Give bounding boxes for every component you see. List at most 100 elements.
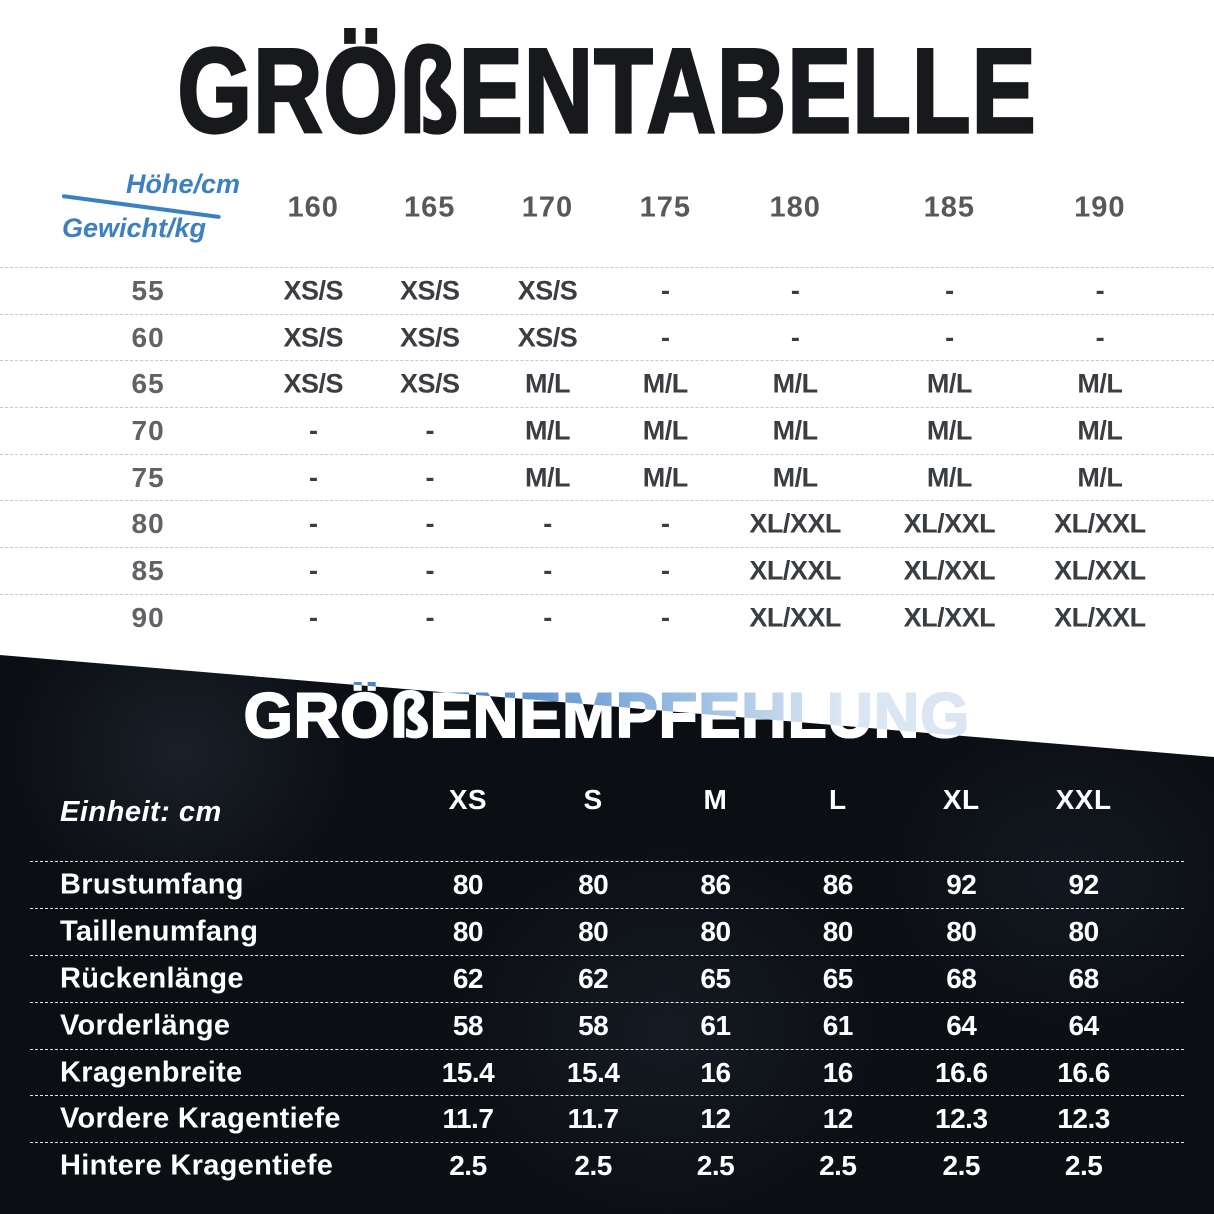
size-column-header: S bbox=[583, 784, 603, 815]
size-cell: XL/XXL bbox=[1054, 555, 1146, 586]
measurement-cell: 80 bbox=[452, 868, 484, 900]
measurement-cell: 16.6 bbox=[1057, 1056, 1110, 1088]
size-cell: M/L bbox=[642, 462, 689, 493]
size-cell: XL/XXL bbox=[749, 508, 841, 539]
size-cell: XL/XXL bbox=[749, 555, 841, 586]
measurement-cell: 64 bbox=[946, 1009, 977, 1041]
size-cell: XS/S bbox=[399, 275, 460, 306]
size-cell: - bbox=[425, 415, 435, 446]
measurement-cell: 86 bbox=[700, 868, 731, 900]
size-cell: M/L bbox=[525, 462, 571, 493]
size-cell: - bbox=[308, 462, 318, 493]
size-cell: XS/S bbox=[399, 368, 460, 399]
table-row: Vordere Kragentiefe 11.7 11.7 12 12 12.3 12.3 bbox=[30, 1095, 1184, 1142]
measurement-cell: 68 bbox=[1068, 962, 1100, 994]
weight-row-label: 60 bbox=[131, 321, 165, 353]
measurement-cell: 16 bbox=[700, 1056, 731, 1088]
measurement-cell: 2.5 bbox=[819, 1150, 857, 1182]
measurement-cell: 80 bbox=[700, 915, 731, 947]
table-row: 85 - - - - XL/XXL XL/XXL XL/XXL bbox=[0, 547, 1214, 594]
table-row: Kragenbreite 15.4 15.4 16 16 16.6 16.6 bbox=[30, 1048, 1184, 1096]
unit-label: Einheit: cm bbox=[60, 796, 222, 828]
measurements-header: Einheit: cm XS S M L XL XXL bbox=[30, 770, 1184, 861]
size-cell: XL/XXL bbox=[749, 602, 841, 633]
measurement-row-label: Brustumfang bbox=[60, 868, 244, 901]
size-cell: M/L bbox=[1077, 462, 1123, 493]
measurement-cell: 16 bbox=[822, 1056, 854, 1088]
size-cell: M/L bbox=[772, 415, 819, 446]
measurement-cell: 2.5 bbox=[942, 1150, 981, 1182]
measurement-cell: 80 bbox=[578, 868, 609, 900]
size-cell: - bbox=[661, 322, 670, 353]
size-cell: XL/XXL bbox=[903, 555, 996, 586]
measurement-cell: 62 bbox=[578, 962, 609, 994]
size-cell: XS/S bbox=[517, 275, 578, 306]
size-cell: M/L bbox=[926, 462, 973, 493]
weight-row-label: 90 bbox=[131, 601, 165, 633]
size-cell: - bbox=[543, 602, 552, 633]
table-row: 80 - - - - XL/XXL XL/XXL XL/XXL bbox=[0, 500, 1214, 547]
height-column-header: 175 bbox=[639, 191, 691, 223]
measurement-cell: 80 bbox=[946, 915, 977, 947]
axis-label-height: Höhe/cm bbox=[125, 169, 240, 199]
size-cell: M/L bbox=[525, 368, 571, 399]
size-column-header: XL bbox=[942, 784, 980, 815]
measurement-cell: 80 bbox=[1068, 915, 1100, 947]
size-cell: - bbox=[308, 415, 318, 446]
measurement-cell: 11.7 bbox=[567, 1103, 619, 1135]
table-row: 65 XS/S XS/S M/L M/L M/L M/L M/L bbox=[0, 360, 1214, 407]
size-cell: - bbox=[543, 508, 552, 539]
table-row: Rückenlänge 62 62 65 65 68 68 bbox=[30, 954, 1184, 1002]
measurement-cell: 80 bbox=[578, 915, 609, 947]
size-cell: - bbox=[661, 508, 670, 539]
size-cell: - bbox=[790, 275, 800, 306]
axis-label-weight: Gewicht/kg bbox=[62, 213, 207, 243]
size-cell: M/L bbox=[772, 462, 819, 493]
height-column-header: 160 bbox=[287, 191, 339, 223]
measurement-cell: 86 bbox=[822, 868, 854, 900]
size-cell: - bbox=[425, 602, 435, 633]
height-column-header: 190 bbox=[1074, 191, 1126, 223]
size-column-header: XS bbox=[448, 784, 488, 815]
measurement-cell: 80 bbox=[822, 915, 854, 947]
measurement-cell: 12 bbox=[700, 1103, 731, 1135]
size-cell: - bbox=[308, 602, 318, 633]
size-cell: XS/S bbox=[399, 322, 460, 353]
size-cell: M/L bbox=[525, 415, 571, 446]
table-row: Taillenumfang 80 80 80 80 80 80 bbox=[30, 907, 1184, 955]
measurement-cell: 68 bbox=[946, 962, 977, 994]
height-column-header: 180 bbox=[769, 191, 821, 223]
measurement-cell: 58 bbox=[452, 1009, 484, 1041]
measurement-cell: 11.7 bbox=[442, 1103, 494, 1135]
weight-row-label: 75 bbox=[131, 461, 165, 493]
size-cell: M/L bbox=[642, 415, 689, 446]
measurement-cell: 15.4 bbox=[441, 1056, 495, 1088]
table-row: 90 - - - - XL/XXL XL/XXL XL/XXL bbox=[0, 593, 1214, 641]
size-cell: XL/XXL bbox=[1054, 602, 1146, 633]
size-cell: XS/S bbox=[283, 275, 343, 306]
measurement-row-label: Vordere Kragentiefe bbox=[60, 1102, 341, 1135]
measurement-cell: 64 bbox=[1068, 1009, 1100, 1041]
weight-row-label: 85 bbox=[131, 554, 165, 586]
size-column-header: XXL bbox=[1055, 784, 1112, 815]
measurement-cell: 92 bbox=[946, 868, 977, 900]
size-cell: - bbox=[790, 322, 800, 353]
height-columns-header: 160 165 170 175 180 185 190 bbox=[0, 165, 1214, 250]
weight-row-label: 55 bbox=[131, 274, 165, 306]
measurement-cell: 2.5 bbox=[696, 1150, 735, 1182]
measurement-cell: 15.4 bbox=[566, 1056, 620, 1088]
weight-row-label: 65 bbox=[131, 368, 165, 400]
measurement-row-label: Hintere Kragentiefe bbox=[60, 1149, 334, 1182]
height-column-header: 165 bbox=[404, 191, 456, 223]
measurement-cell: 12 bbox=[822, 1103, 854, 1135]
table-row: 60 XS/S XS/S XS/S - - - - bbox=[0, 313, 1214, 361]
table-row: 70 - - M/L M/L M/L M/L M/L bbox=[0, 407, 1214, 454]
size-cell: - bbox=[661, 275, 670, 306]
size-cell: XL/XXL bbox=[1054, 508, 1146, 539]
measurement-row-label: Kragenbreite bbox=[60, 1056, 243, 1088]
measurement-row-label: Rückenlänge bbox=[60, 962, 244, 995]
size-cell: - bbox=[1095, 275, 1105, 306]
size-cell: XL/XXL bbox=[903, 602, 996, 633]
height-column-header: 170 bbox=[521, 191, 574, 223]
